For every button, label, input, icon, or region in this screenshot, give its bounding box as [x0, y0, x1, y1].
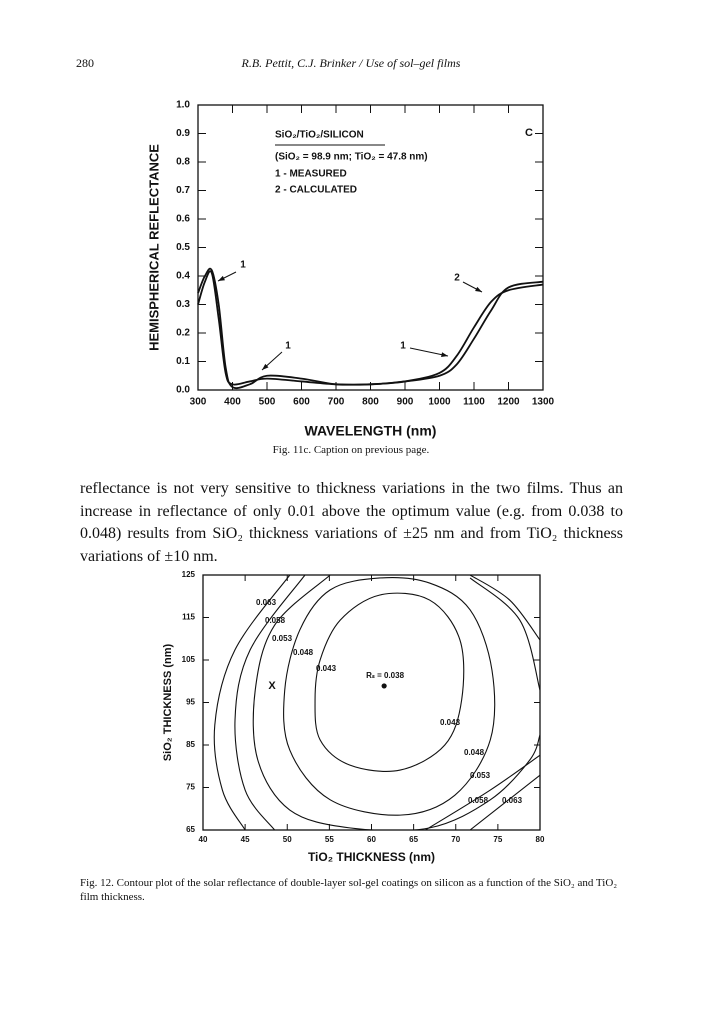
- minimum-point: [381, 683, 387, 689]
- running-title: R.B. Pettit, C.J. Brinker / Use of sol–g…: [241, 56, 461, 70]
- callout-label: 2: [454, 273, 460, 284]
- y-tick-label: 105: [182, 655, 196, 664]
- y-tick-label: 65: [186, 825, 195, 834]
- y-tick-label: 0.9: [176, 128, 190, 139]
- arrow-head: [475, 286, 482, 292]
- contour-group: [213, 575, 540, 830]
- y-tick-label: 0.6: [176, 214, 190, 225]
- x-tick-label: 1000: [428, 397, 451, 408]
- y-tick-label: 0.3: [176, 299, 190, 310]
- x-tick-label: 45: [241, 835, 250, 844]
- contour-label: 0.063: [256, 598, 277, 607]
- x-tick-label: 55: [325, 835, 334, 844]
- x-tick-label: 800: [362, 397, 379, 408]
- x-tick-label: 80: [536, 835, 545, 844]
- arrow-head: [262, 363, 269, 370]
- annotation: 1 - MEASURED: [275, 169, 347, 180]
- contour-label: 0.048: [293, 648, 314, 657]
- y-tick-label: 75: [186, 783, 195, 792]
- annotation: SiO₂/TiO₂/SILICON: [275, 130, 364, 141]
- contour-label: 0.058: [468, 796, 489, 805]
- contour-line: [234, 575, 540, 830]
- y-tick-label: 125: [182, 570, 196, 579]
- callout-label: 1: [400, 341, 406, 352]
- y-tick-label: 0.4: [176, 271, 190, 282]
- y-tick-label: 0.7: [176, 185, 190, 196]
- y-tick-label: 95: [186, 698, 195, 707]
- contour-line: [213, 575, 540, 830]
- contour-line: [252, 575, 540, 830]
- x-tick-label: 60: [367, 835, 376, 844]
- contour-label: 0.053: [272, 634, 293, 643]
- y-tick-label: 0.1: [176, 356, 190, 367]
- x-tick-label: 900: [397, 397, 414, 408]
- data-line: [197, 270, 544, 386]
- contour-line: [314, 592, 465, 772]
- y-tick-label: 85: [186, 740, 195, 749]
- x-tick-label: 1100: [463, 397, 485, 408]
- page-number: 280: [76, 56, 94, 70]
- figure-caption: Fig. 11c. Caption on previous page.: [272, 444, 430, 456]
- x-axis-label: TiO₂ THICKNESS (nm): [308, 850, 435, 864]
- body-text: reflectance is not very sensitive to thi…: [80, 480, 623, 565]
- x-axis-label: WAVELENGTH (nm): [305, 423, 437, 439]
- x-tick-label: 40: [199, 835, 208, 844]
- arrow-head: [441, 352, 448, 357]
- x-tick-label: 50: [283, 835, 292, 844]
- x-tick-label: 600: [293, 397, 310, 408]
- x-tick-label: 500: [259, 397, 276, 408]
- contour-label: 0.048: [464, 748, 485, 757]
- minimum-label: Rₛ = 0.038: [366, 671, 404, 680]
- y-tick-label: 115: [182, 613, 195, 622]
- contour-line: [283, 576, 496, 816]
- x-tick-label: 1300: [532, 397, 555, 408]
- y-tick-label: 0.0: [176, 385, 190, 396]
- figure-caption: Fig. 12. Contour plot of the solar refle…: [80, 877, 618, 903]
- y-tick-label: 0.8: [176, 157, 190, 168]
- y-tick-label: 0.5: [176, 242, 190, 253]
- x-tick-label: 65: [409, 835, 418, 844]
- x-tick-label: 75: [493, 835, 502, 844]
- contour-label: 0.053: [470, 771, 491, 780]
- annotation: (SiO₂ = 98.9 nm; TiO₂ = 47.8 nm): [275, 152, 428, 163]
- panel-label: C: [525, 127, 533, 139]
- marker-label: X: [268, 680, 276, 692]
- contour-label: 0.058: [265, 616, 286, 625]
- x-tick-label: 700: [328, 397, 345, 408]
- contour-label: 0.063: [502, 796, 523, 805]
- y-tick-label: 0.2: [176, 328, 190, 339]
- plot-frame: [197, 104, 544, 391]
- x-tick-label: 300: [190, 397, 207, 408]
- y-tick-label: 1.0: [176, 100, 190, 111]
- callout-label: 1: [285, 341, 291, 352]
- arrow-head: [218, 275, 225, 281]
- y-axis-label: SiO₂ THICKNESS (nm): [162, 643, 174, 761]
- y-axis-label: HEMISPHERICAL REFLECTANCE: [146, 144, 161, 351]
- callout-label: 1: [240, 260, 246, 271]
- contour-label: 0.043: [440, 718, 461, 727]
- contour-label: 0.043: [316, 664, 337, 673]
- x-tick-label: 400: [224, 397, 241, 408]
- x-tick-label: 1200: [497, 397, 520, 408]
- x-tick-label: 70: [451, 835, 460, 844]
- annotation: 2 - CALCULATED: [275, 185, 357, 196]
- data-line: [197, 267, 544, 390]
